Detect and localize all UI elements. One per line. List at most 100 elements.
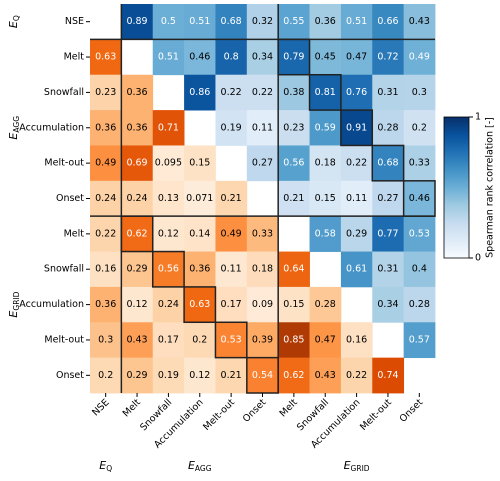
cell-label: 0.77	[377, 228, 398, 239]
cell-label: 0.22	[346, 370, 367, 381]
cell-label: 0.33	[409, 158, 430, 169]
cell-label: 0.54	[252, 370, 273, 381]
cell-label: 0.61	[346, 264, 367, 275]
heatmap-cell	[121, 74, 154, 111]
heatmap-cell	[246, 145, 279, 182]
heatmap-cell	[90, 39, 122, 76]
heatmap-cell	[246, 322, 279, 359]
cell-label: 0.29	[126, 264, 147, 275]
heatmap-cell	[184, 145, 216, 182]
group-subscript: GRID	[351, 464, 370, 473]
heatmap-cell	[340, 357, 373, 394]
cell-label: 0.71	[158, 122, 179, 133]
cell-label: 0.51	[189, 16, 210, 27]
heatmap-cell	[121, 251, 154, 288]
heatmap-cell	[152, 39, 185, 76]
cell-label: 0.43	[126, 334, 147, 345]
cell-label: 0.33	[252, 228, 273, 239]
cell-label: 0.11	[252, 122, 273, 133]
cell-label: 0.32	[252, 16, 273, 27]
cell-label: 0.29	[346, 228, 367, 239]
heatmap-cell	[340, 251, 373, 288]
heatmap-cell	[90, 110, 122, 146]
heatmap-cell	[372, 74, 405, 111]
cell-label: 0.16	[346, 334, 367, 345]
group-label: EAGG	[7, 116, 21, 140]
cell-label: 0.11	[221, 264, 242, 275]
highlight-box	[183, 286, 217, 324]
cell-label: 0.43	[315, 370, 336, 381]
heatmap-cell	[403, 74, 436, 111]
cell-label: 0.12	[189, 370, 210, 381]
heatmap-cell	[246, 74, 279, 111]
heatmap-cell	[215, 180, 248, 217]
cell-label: 0.15	[189, 158, 210, 169]
group-symbol: E	[7, 133, 20, 140]
x-tick-label: Melt-out	[201, 397, 237, 433]
heatmap-cell	[278, 145, 310, 182]
cell-label: 0.17	[221, 299, 242, 310]
cell-label: 0.18	[252, 264, 273, 275]
heatmap-cell	[246, 357, 279, 394]
y-tick-label: Snowfall	[44, 87, 84, 98]
cell-label: 0.24	[95, 193, 116, 204]
group-label: EAGG	[188, 459, 212, 473]
heatmap-cell	[403, 110, 436, 146]
heatmap-cell	[90, 216, 122, 252]
group-label: EGRID	[7, 291, 21, 317]
heatmap-cell	[184, 74, 216, 111]
cell-label: 0.23	[283, 122, 304, 133]
cell-label: 0.79	[283, 52, 304, 63]
cell-label: 0.23	[95, 87, 116, 98]
heatmap-cell	[309, 286, 342, 323]
heatmap-cell	[246, 286, 279, 323]
heatmap-cell	[403, 180, 436, 217]
y-tick-label: Accumulation	[19, 299, 84, 310]
group-symbol: E	[344, 459, 351, 472]
cell-label: 0.27	[252, 158, 273, 169]
heatmap-cell	[372, 145, 405, 182]
cell-label: 0.68	[377, 158, 398, 169]
heatmap-cell	[340, 145, 373, 182]
cell-label: 0.63	[189, 299, 210, 310]
heatmap-cell	[152, 322, 185, 359]
heatmap-cell	[340, 39, 373, 76]
heatmap-cell	[372, 251, 405, 288]
heatmap-cell	[309, 180, 342, 217]
cell-label: 0.39	[252, 334, 273, 345]
heatmap-cell	[372, 357, 405, 394]
highlight-box	[151, 250, 185, 288]
heatmap-cell	[403, 39, 436, 76]
cell-label: 0.36	[189, 264, 210, 275]
cell-label: 0.56	[283, 158, 304, 169]
heatmap-cell	[90, 357, 122, 394]
cell-label: 0.46	[409, 193, 430, 204]
heatmap-cell	[278, 251, 310, 288]
heatmap-cell	[278, 180, 310, 217]
cell-label: 0.5	[161, 16, 176, 27]
heatmap-cell	[340, 216, 373, 252]
group-symbol: E	[188, 459, 195, 472]
heatmap-cell	[215, 39, 248, 76]
heatmap-cell	[246, 110, 279, 146]
highlight-box	[214, 321, 248, 359]
cell-label: 0.62	[283, 370, 304, 381]
cell-label: 0.071	[186, 193, 213, 204]
heatmap-cell	[215, 4, 248, 40]
cell-label: 0.47	[346, 52, 367, 63]
y-tick-label: Melt	[64, 228, 85, 239]
cell-label: 0.19	[158, 370, 179, 381]
group-subscript: Q	[106, 464, 112, 473]
cell-label: 0.53	[409, 228, 430, 239]
heatmap-cell	[215, 216, 248, 252]
heatmap-cell	[278, 322, 310, 359]
cell-label: 0.16	[95, 264, 116, 275]
cell-label: 0.24	[126, 193, 147, 204]
heatmap-cell	[246, 4, 279, 40]
heatmap-cell	[403, 4, 436, 40]
cell-label: 0.59	[315, 122, 336, 133]
heatmap-cell	[215, 357, 248, 394]
heatmap-cell	[121, 216, 154, 252]
cell-label: 0.2	[412, 122, 427, 133]
heatmap-cell	[152, 286, 185, 323]
